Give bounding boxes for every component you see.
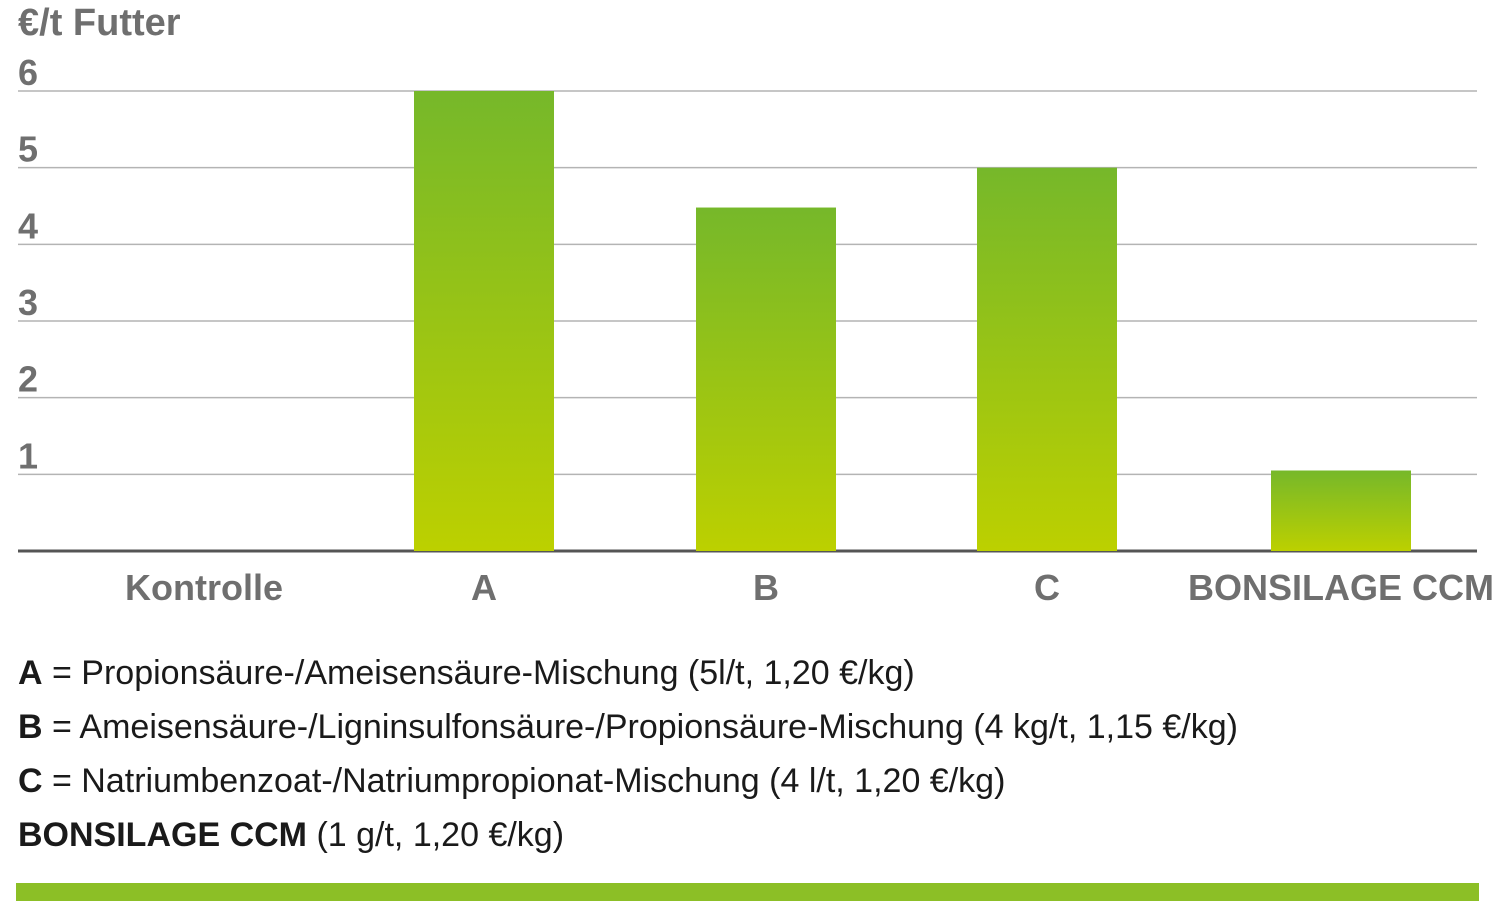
y-axis-unit-label: €/t Futter (18, 2, 181, 44)
y-tick-label: 4 (18, 205, 38, 246)
x-category-label: C (1034, 567, 1060, 608)
y-tick-label: 3 (18, 282, 38, 323)
legend-item-a: A = Propionsäure-/Ameisensäure-Mischung … (18, 646, 1238, 700)
bar-chart: 1 2 3 4 5 6 Kontrolle A B C BONSILAGE CCM (18, 52, 1494, 608)
legend: A = Propionsäure-/Ameisensäure-Mischung … (18, 646, 1238, 862)
legend-item-c: C = Natriumbenzoat-/Natriumpropionat-Mis… (18, 754, 1238, 808)
x-category-label: B (753, 567, 779, 608)
legend-key: A (18, 654, 43, 692)
legend-key: C (18, 762, 43, 800)
y-tick-label: 2 (18, 359, 38, 400)
legend-text: (1 g/t, 1,20 €/kg) (307, 816, 565, 854)
bar (414, 91, 554, 551)
x-category-label: A (471, 567, 497, 608)
legend-text: = Natriumbenzoat-/Natriumpropionat-Misch… (42, 762, 1006, 800)
legend-key: BONSILAGE CCM (18, 816, 307, 854)
footer-accent-bar (16, 883, 1479, 901)
bar (977, 167, 1117, 551)
x-category-label: BONSILAGE CCM (1188, 567, 1494, 608)
bar (696, 207, 836, 552)
y-tick-label: 1 (18, 435, 38, 476)
legend-item-bonsilage: BONSILAGE CCM (1 g/t, 1,20 €/kg) (18, 808, 1238, 862)
legend-text: = Ameisensäure-/Ligninsulfonsäure-/Propi… (42, 708, 1238, 746)
legend-key: B (18, 708, 43, 746)
legend-text: = Propionsäure-/Ameisensäure-Mischung (5… (42, 654, 915, 692)
legend-item-b: B = Ameisensäure-/Ligninsulfonsäure-/Pro… (18, 700, 1238, 754)
bar (1271, 470, 1411, 551)
y-tick-label: 6 (18, 52, 38, 93)
x-category-label: Kontrolle (125, 567, 283, 608)
y-tick-label: 5 (18, 129, 38, 170)
